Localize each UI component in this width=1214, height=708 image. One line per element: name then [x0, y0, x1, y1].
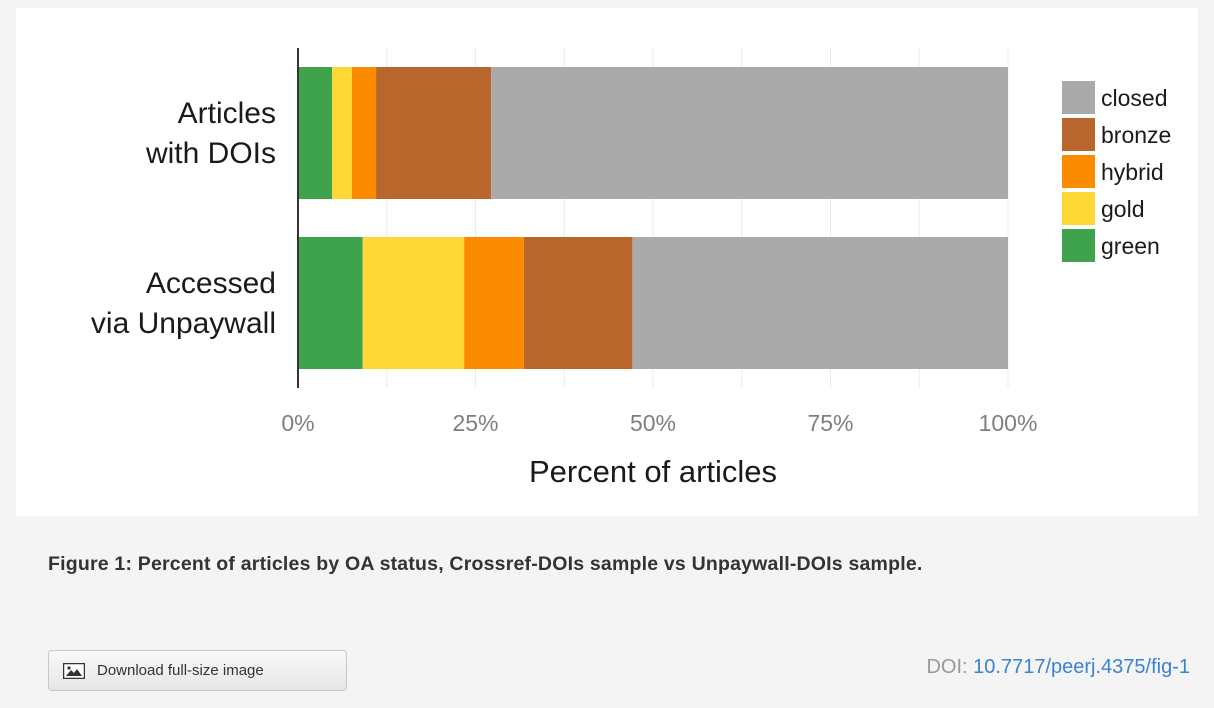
x-tick-label: 50% — [630, 410, 676, 436]
bar-segment-green — [298, 67, 333, 199]
category-label: via Unpaywall — [91, 307, 276, 340]
bar-segment-gold — [362, 237, 465, 369]
category-label: Articles — [178, 97, 276, 130]
bar-segment-gold — [332, 67, 352, 199]
figure-caption: Figure 1: Percent of articles by OA stat… — [48, 553, 923, 575]
axes: Articles with DOIs Accessed via Unpaywall 0%… — [91, 48, 1038, 489]
bar-segment-bronze — [523, 237, 633, 369]
bar-segment-closed — [491, 67, 1008, 199]
x-tick-label: 100% — [979, 410, 1038, 436]
x-tick-label: 0% — [281, 410, 314, 436]
category-label: with DOIs — [145, 137, 276, 170]
x-tick-label: 75% — [807, 410, 853, 436]
legend-swatch-green — [1062, 229, 1095, 262]
doi-prefix: DOI: — [926, 656, 974, 678]
legend-swatch-bronze — [1062, 118, 1095, 151]
legend-label: hybrid — [1101, 159, 1164, 185]
stacked-bar-chart: Articles with DOIs Accessed via Unpaywall 0%… — [91, 48, 1171, 489]
image-icon — [63, 662, 85, 679]
figure-panel: Articles with DOIs Accessed via Unpaywall 0%… — [16, 8, 1198, 516]
bar-segment-hybrid — [464, 237, 524, 369]
bar-segment-green — [298, 237, 363, 369]
legend-swatch-hybrid — [1062, 155, 1095, 188]
legend-label: green — [1101, 233, 1160, 259]
legend-label: bronze — [1101, 122, 1171, 148]
doi-line: DOI: 10.7717/peerj.4375/fig-1 — [926, 656, 1190, 679]
download-full-size-image-button[interactable]: Download full-size image — [48, 650, 347, 691]
legend: closed bronze hybrid gold green — [1062, 81, 1171, 262]
x-tick-label: 25% — [452, 410, 498, 436]
bar-segment-hybrid — [351, 67, 377, 199]
bar-segment-bronze — [376, 67, 492, 199]
x-axis-label: Percent of articles — [529, 454, 777, 489]
bars — [298, 67, 1008, 369]
legend-swatch-gold — [1062, 192, 1095, 225]
legend-swatch-closed — [1062, 81, 1095, 114]
legend-label: closed — [1101, 85, 1167, 111]
legend-label: gold — [1101, 196, 1144, 222]
download-button-label: Download full-size image — [97, 662, 264, 679]
category-label: Accessed — [146, 267, 276, 300]
bar-segment-closed — [632, 237, 1008, 369]
doi-link[interactable]: 10.7717/peerj.4375/fig-1 — [973, 656, 1190, 678]
